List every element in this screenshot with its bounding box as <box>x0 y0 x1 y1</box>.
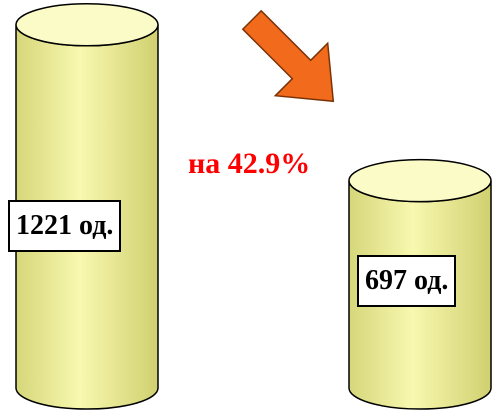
bar-top <box>348 158 492 203</box>
percent-change-label: на 42.9% <box>188 147 311 180</box>
bar-top <box>15 3 159 47</box>
bar-value-label-697: 697 од. <box>357 255 457 307</box>
bar-value-label-1221: 1221 од. <box>8 200 122 252</box>
arrow-shape <box>241 9 335 103</box>
down-right-arrow-icon <box>241 9 335 103</box>
